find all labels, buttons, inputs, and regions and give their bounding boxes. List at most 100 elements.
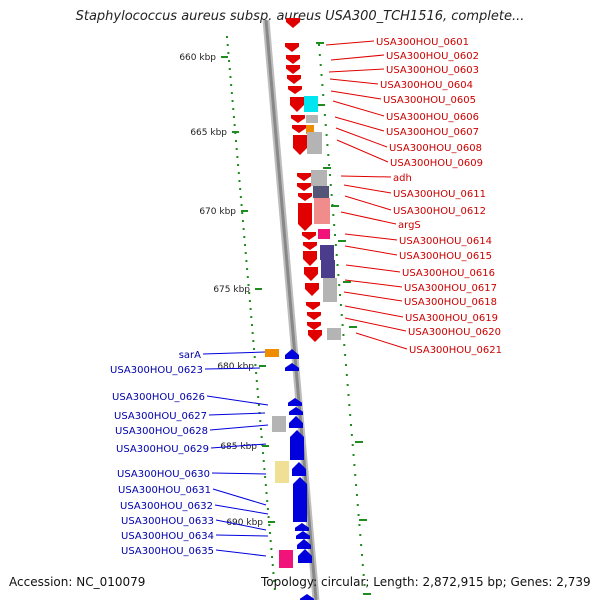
forward-gene-arrow[interactable] — [290, 97, 304, 112]
inner-tick-dot — [252, 340, 255, 342]
inner-tick-dot — [235, 148, 238, 150]
forward-gene-arrow[interactable] — [298, 193, 312, 201]
feature-box[interactable] — [304, 96, 318, 112]
forward-leader-line — [332, 100, 385, 117]
feature-box[interactable] — [323, 278, 337, 302]
feature-box[interactable] — [306, 125, 314, 134]
reverse-gene-arrow[interactable] — [289, 416, 303, 428]
feature-box[interactable] — [321, 260, 335, 278]
forward-gene-arrow[interactable] — [307, 322, 321, 330]
forward-gene-arrow[interactable] — [297, 183, 311, 191]
feature-box[interactable] — [306, 115, 318, 123]
reverse-gene-label[interactable]: USA300HOU_0635 — [121, 546, 214, 557]
reverse-gene-label[interactable]: USA300HOU_0628 — [115, 426, 208, 437]
outer-tick-dot — [363, 584, 366, 586]
reverse-gene-label[interactable]: USA300HOU_0633 — [121, 516, 214, 527]
reverse-gene-label[interactable]: USA300HOU_0634 — [121, 531, 214, 542]
outer-tick — [316, 104, 324, 106]
forward-gene-label[interactable]: USA300HOU_0619 — [405, 313, 498, 324]
forward-gene-arrow[interactable] — [288, 86, 302, 94]
feature-box[interactable] — [320, 245, 334, 260]
backbone-line — [264, 19, 318, 600]
forward-gene-label[interactable]: USA300HOU_0621 — [409, 345, 502, 356]
forward-gene-label[interactable]: USA300HOU_0614 — [399, 236, 492, 247]
forward-gene-label[interactable]: USA300HOU_0616 — [402, 268, 495, 279]
feature-box[interactable] — [279, 550, 293, 568]
inner-tick-dot — [273, 588, 276, 590]
forward-gene-label[interactable]: argS — [398, 220, 421, 231]
reverse-gene-arrow[interactable] — [295, 523, 309, 531]
reverse-gene-arrow[interactable] — [293, 477, 307, 522]
reverse-gene-label[interactable]: sarA — [179, 350, 201, 361]
forward-gene-label[interactable]: USA300HOU_0615 — [399, 251, 492, 262]
inner-tick-dot — [251, 332, 254, 334]
forward-gene-arrow[interactable] — [285, 43, 299, 52]
outer-tick-dot — [324, 124, 327, 126]
forward-gene-arrow[interactable] — [308, 330, 322, 342]
inner-tick-dot — [256, 388, 259, 390]
forward-gene-label[interactable]: adh — [393, 173, 412, 184]
forward-gene-label[interactable]: USA300HOU_0611 — [393, 189, 486, 200]
forward-gene-arrow[interactable] — [304, 267, 318, 281]
forward-gene-arrow[interactable] — [303, 251, 317, 266]
forward-gene-arrow[interactable] — [306, 302, 320, 310]
reverse-gene-arrow[interactable] — [300, 594, 314, 600]
outer-tick — [363, 593, 371, 595]
forward-gene-label[interactable]: USA300HOU_0604 — [380, 80, 473, 91]
reverse-gene-arrow[interactable] — [285, 349, 299, 359]
reverse-gene-arrow[interactable] — [285, 363, 299, 371]
feature-box[interactable] — [275, 461, 289, 483]
inner-tick-dot — [255, 380, 258, 382]
forward-gene-arrow[interactable] — [302, 232, 316, 240]
forward-gene-label[interactable]: USA300HOU_0603 — [386, 65, 479, 76]
reverse-gene-arrow[interactable] — [292, 462, 306, 476]
forward-gene-label[interactable]: USA300HOU_0618 — [404, 297, 497, 308]
reverse-gene-label[interactable]: USA300HOU_0630 — [117, 469, 210, 480]
forward-gene-label[interactable]: USA300HOU_0607 — [386, 127, 479, 138]
forward-gene-label[interactable]: USA300HOU_0605 — [383, 95, 476, 106]
forward-gene-label[interactable]: USA300HOU_0609 — [390, 158, 483, 169]
forward-gene-arrow[interactable] — [303, 242, 317, 250]
reverse-gene-label[interactable]: USA300HOU_0632 — [120, 501, 213, 512]
reverse-gene-arrow[interactable] — [296, 531, 310, 539]
forward-gene-arrow[interactable] — [307, 312, 321, 320]
outer-tick-dot — [339, 294, 342, 296]
forward-gene-arrow[interactable] — [286, 65, 300, 74]
forward-gene-arrow[interactable] — [291, 115, 305, 123]
reverse-gene-arrow[interactable] — [290, 430, 304, 460]
forward-gene-arrow[interactable] — [292, 125, 306, 133]
reverse-gene-arrow[interactable] — [288, 398, 302, 406]
forward-gene-arrow[interactable] — [297, 173, 311, 181]
feature-box[interactable] — [272, 416, 286, 432]
forward-gene-label[interactable]: USA300HOU_0602 — [386, 51, 479, 62]
forward-gene-label[interactable]: USA300HOU_0612 — [393, 206, 486, 217]
reverse-gene-label[interactable]: USA300HOU_0631 — [118, 485, 211, 496]
forward-gene-arrow[interactable] — [286, 18, 300, 28]
reverse-gene-label[interactable]: USA300HOU_0626 — [112, 392, 205, 403]
forward-gene-arrow[interactable] — [293, 135, 307, 155]
feature-box[interactable] — [313, 186, 329, 198]
feature-box[interactable] — [265, 349, 279, 357]
feature-box[interactable] — [314, 198, 330, 224]
inner-tick-dot — [248, 292, 251, 294]
feature-box[interactable] — [311, 170, 327, 186]
reverse-gene-arrow[interactable] — [289, 407, 303, 415]
reverse-gene-label[interactable]: USA300HOU_0629 — [116, 444, 209, 455]
reverse-gene-arrow[interactable] — [298, 549, 312, 563]
forward-gene-arrow[interactable] — [286, 55, 300, 64]
forward-gene-arrow[interactable] — [298, 203, 312, 231]
feature-box[interactable] — [327, 328, 341, 340]
feature-box[interactable] — [318, 229, 330, 239]
outer-tick-dot — [320, 74, 323, 76]
reverse-gene-arrow[interactable] — [297, 539, 311, 549]
feature-box[interactable] — [307, 132, 322, 154]
reverse-gene-label[interactable]: USA300HOU_0623 — [110, 365, 203, 376]
forward-gene-label[interactable]: USA300HOU_0620 — [408, 327, 501, 338]
forward-gene-arrow[interactable] — [305, 283, 319, 296]
forward-gene-label[interactable]: USA300HOU_0617 — [404, 283, 497, 294]
forward-gene-label[interactable]: USA300HOU_0608 — [389, 143, 482, 154]
forward-gene-label[interactable]: USA300HOU_0601 — [376, 37, 469, 48]
reverse-gene-label[interactable]: USA300HOU_0627 — [114, 411, 207, 422]
forward-gene-arrow[interactable] — [287, 75, 301, 84]
forward-gene-label[interactable]: USA300HOU_0606 — [386, 112, 479, 123]
